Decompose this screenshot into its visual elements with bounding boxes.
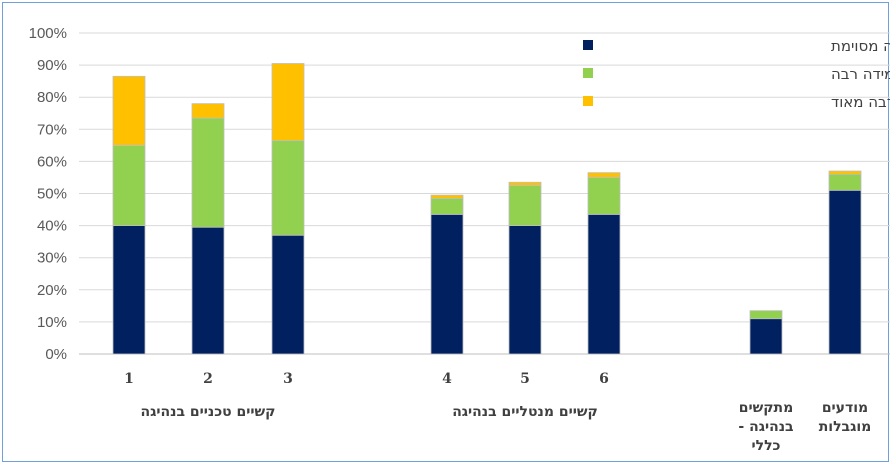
bar-segment xyxy=(112,75,146,146)
legend-label: מסכים במידה רבה xyxy=(831,65,890,83)
bar-segment xyxy=(430,213,464,355)
legend-swatch xyxy=(583,68,593,78)
stacked-bar-chart: 0% 10% 20% 30% 40% 50% 60% 70% 80% 90% 100% 1 2 3 4 5 6… xyxy=(29,25,890,454)
legend-label: מסכים במידה רבה מאוד xyxy=(831,93,890,111)
y-tick-label: 90% xyxy=(37,57,67,74)
bar-segment xyxy=(828,170,862,175)
bar-segment xyxy=(191,117,225,228)
bar-segment xyxy=(271,63,305,141)
bar-segment xyxy=(271,234,305,355)
x-tick-label: מודעים מוגבלות xyxy=(819,400,872,435)
group-label: קשיים טכניים בנהיגה xyxy=(141,404,276,420)
bar-segment xyxy=(112,144,146,227)
x-tick-label: מתקשים בנהיגה -כללי xyxy=(738,400,793,454)
bar-segment xyxy=(191,226,225,355)
bar-segment xyxy=(828,189,862,355)
y-tick-label: 70% xyxy=(37,121,67,138)
bar-segment xyxy=(271,140,305,236)
x-tick-label: 6 xyxy=(599,371,609,387)
y-tick-label: 0% xyxy=(45,346,67,363)
bar-segment xyxy=(508,185,542,227)
y-tick-label: 100% xyxy=(29,25,67,42)
legend-swatch xyxy=(583,96,593,106)
bar-segment xyxy=(749,318,783,355)
y-tick-label: 20% xyxy=(37,282,67,299)
y-tick-label: 10% xyxy=(37,314,67,331)
bar-segment xyxy=(430,197,464,215)
x-tick-label: 5 xyxy=(520,371,530,387)
bar-segment xyxy=(191,103,225,119)
x-tick-label: 3 xyxy=(283,371,293,387)
y-axis: 0% 10% 20% 30% 40% 50% 60% 70% 80% 90% 100% xyxy=(29,25,67,363)
bar-segment xyxy=(430,194,464,199)
bar-segment xyxy=(587,172,621,178)
bar-segment xyxy=(828,173,862,191)
y-tick-label: 30% xyxy=(37,250,67,267)
bar-segment xyxy=(112,225,146,355)
x-tick-label: 2 xyxy=(203,371,213,387)
x-tick-label: 1 xyxy=(124,371,134,387)
legend-label: מסכים במידה מסוימת xyxy=(831,37,890,55)
bar-segment xyxy=(508,181,542,186)
y-tick-label: 80% xyxy=(37,89,67,106)
legend-swatch xyxy=(583,40,593,50)
bar-segment xyxy=(587,177,621,215)
bar-segment xyxy=(508,225,542,355)
bars xyxy=(112,63,862,355)
x-tick-label: 4 xyxy=(442,371,452,387)
x-axis: 1 2 3 4 5 6 מתקשים בנהיגה -כללי מודעים מוגבלות xyxy=(124,371,871,454)
y-tick-label: 50% xyxy=(37,186,67,203)
legend: מסכים במידה מסוימת מסכים במידה רבה מסכים ב… xyxy=(583,37,890,111)
group-labels: קשיים טכניים בנהיגה קשיים מנטליים בנהיגה xyxy=(141,404,598,420)
y-tick-label: 40% xyxy=(37,218,67,235)
bar-segment xyxy=(749,310,783,320)
bar-segment xyxy=(587,213,621,355)
y-tick-label: 60% xyxy=(37,153,67,170)
group-label: קשיים מנטליים בנהיגה xyxy=(452,404,598,420)
